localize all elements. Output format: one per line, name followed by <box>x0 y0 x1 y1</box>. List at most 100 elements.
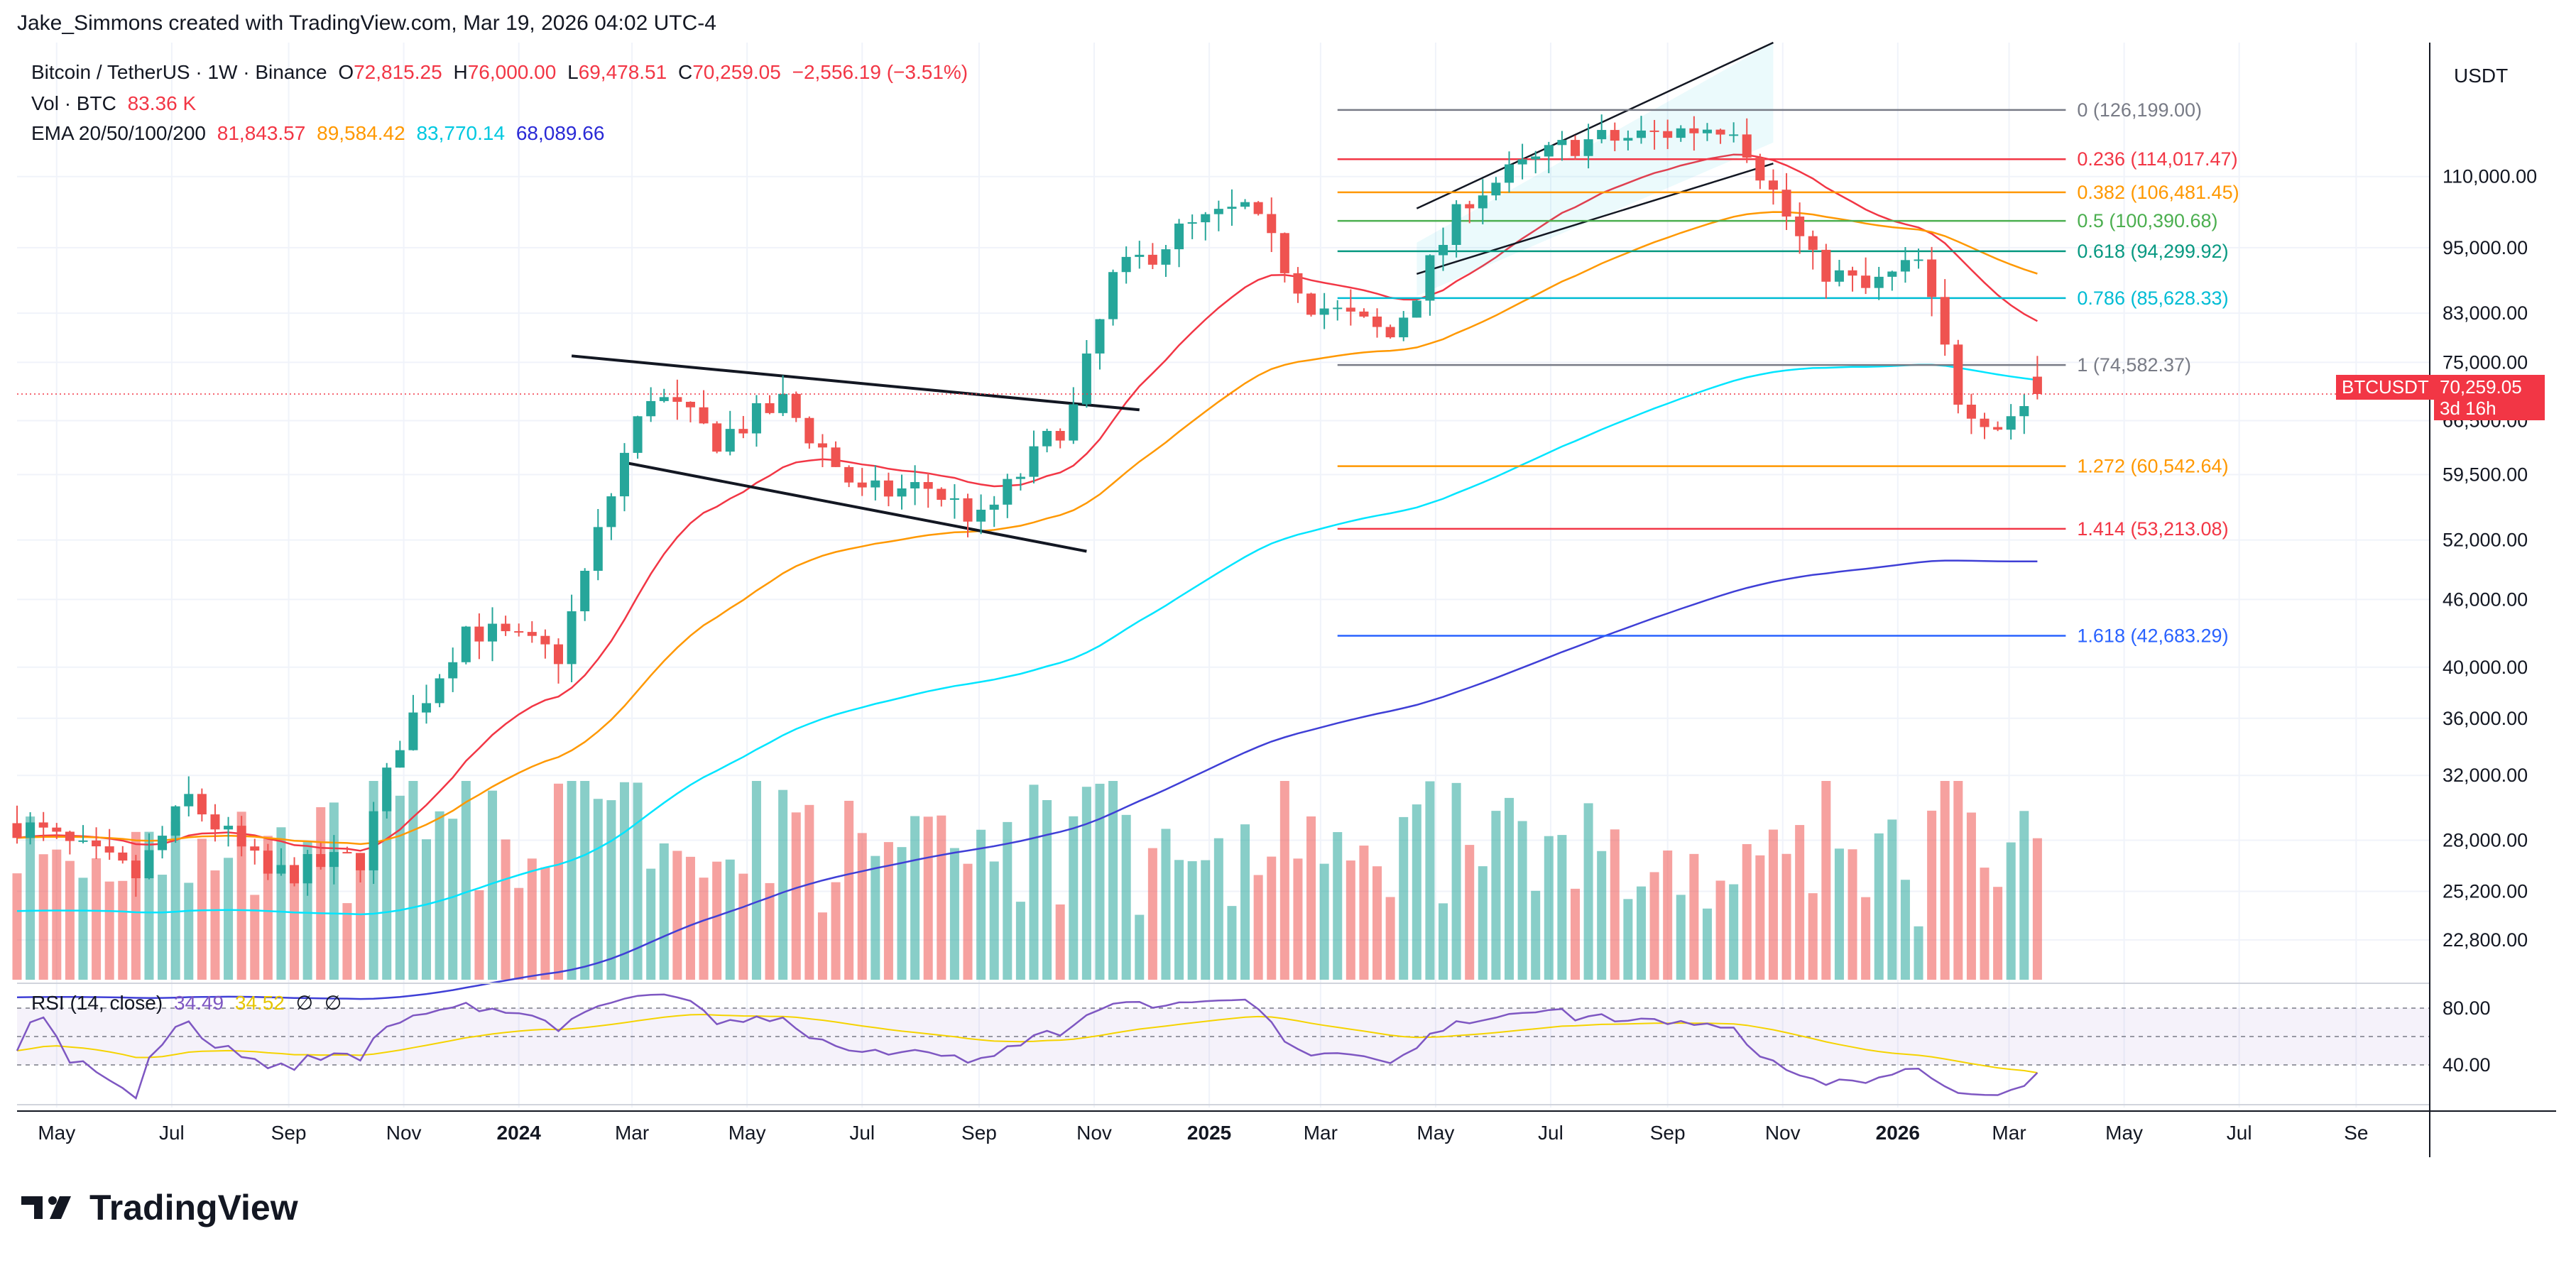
volume-legend[interactable]: Vol · BTC 83.36 K <box>31 92 202 115</box>
candle-body <box>2032 376 2042 394</box>
candle-body <box>897 488 907 497</box>
volume-label: Vol · BTC <box>31 92 116 114</box>
candle-body <box>844 466 854 483</box>
tradingview-logo[interactable]: TradingView <box>21 1187 298 1228</box>
candle-body <box>369 811 378 870</box>
volume-bar <box>1372 866 1382 980</box>
volume-bar <box>1095 783 1105 980</box>
ema20-line <box>16 153 2038 852</box>
candle-body <box>976 509 986 522</box>
price-tick-label: 75,000.00 <box>2443 351 2528 373</box>
candle-body <box>1279 233 1289 273</box>
candle-body <box>1055 431 1065 441</box>
price-tick-label: 46,000.00 <box>2443 589 2528 610</box>
candle-body <box>382 767 392 811</box>
candle-body <box>1293 273 1303 294</box>
trendline <box>624 461 1087 553</box>
volume-bar <box>1900 880 1910 980</box>
ema100-value: 83,770.14 <box>416 122 506 144</box>
price-tick-label: 36,000.00 <box>2443 708 2528 729</box>
rsi-legend[interactable]: RSI (14, close) 34.49 34.52 ∅ ∅ <box>31 991 347 1015</box>
volume-bar <box>751 781 761 980</box>
volume-bar <box>910 816 920 980</box>
symbol-name[interactable]: Bitcoin / TetherUS · 1W · Binance <box>31 61 327 83</box>
candle-body <box>1253 202 1263 214</box>
volume-bar <box>1755 855 1765 980</box>
candle-body <box>1465 204 1475 209</box>
tradingview-icon <box>21 1196 71 1219</box>
volume-bar <box>1874 833 1884 980</box>
candle-body <box>461 626 471 662</box>
volume-bar <box>1980 868 1990 980</box>
candle-body <box>422 703 432 713</box>
volume-bar <box>290 877 300 980</box>
bar-countdown: 3d 16h <box>2440 398 2496 419</box>
candle-body <box>593 527 603 571</box>
candle-body <box>1742 134 1752 158</box>
candle-body <box>408 712 418 750</box>
ema-legend[interactable]: EMA 20/50/100/200 81,843.57 89,584.42 83… <box>31 122 610 145</box>
volume-bar <box>1121 814 1131 980</box>
price-axis: USDT 110,000.00 95,000.00 83,000.00 75,000.0… <box>2429 43 2537 1157</box>
candle-body <box>646 400 656 417</box>
volume-bar <box>514 887 524 980</box>
price-tick-label: 40,000.00 <box>2443 657 2528 678</box>
ema-label: EMA 20/50/100/200 <box>31 122 206 144</box>
candle-body <box>949 498 959 501</box>
price-tick-label: 83,000.00 <box>2443 302 2528 324</box>
volume-bar <box>184 882 194 980</box>
volume-bar <box>158 875 168 980</box>
volume-bar <box>976 829 986 980</box>
rsi-na-2: ∅ <box>324 992 342 1014</box>
price-tick-label: 95,000.00 <box>2443 237 2528 258</box>
candle-body <box>1267 214 1277 234</box>
candle-body <box>1517 159 1527 165</box>
candle-body <box>104 846 114 853</box>
volume-bar <box>422 839 432 980</box>
volume-bar <box>1174 860 1184 980</box>
candle-body <box>1676 128 1686 138</box>
volume-bar <box>316 807 326 980</box>
volume-bar <box>699 877 709 980</box>
volume-bar <box>1069 816 1079 980</box>
candle-body <box>910 482 920 488</box>
volume-bar <box>963 863 973 980</box>
candle-body <box>1715 129 1725 135</box>
time-tick-label: May <box>2105 1122 2143 1144</box>
time-tick-label: Mar <box>1992 1122 2026 1144</box>
rsi-label: RSI (14, close) <box>31 992 163 1014</box>
candle-body <box>1900 260 1910 272</box>
volume-bar <box>804 804 814 980</box>
candle-body <box>38 822 48 828</box>
time-tick-label: Mar <box>1304 1122 1338 1144</box>
candle-body <box>1636 130 1646 138</box>
candle-body <box>883 480 893 497</box>
volume-bar <box>791 812 801 980</box>
candle-body <box>1821 249 1831 282</box>
time-tick-label: Jul <box>1538 1122 1563 1144</box>
candle-body <box>144 850 154 879</box>
volume-bar <box>2032 838 2042 980</box>
trendline <box>1416 163 1774 275</box>
volume-series <box>12 781 2042 980</box>
rsi-tick-label: 80.00 <box>2443 997 2491 1019</box>
volume-bar <box>646 868 656 980</box>
candle-body <box>1042 431 1052 447</box>
candle-body <box>712 423 722 452</box>
volume-value: 83.36 K <box>127 92 197 114</box>
volume-bar <box>356 865 366 980</box>
fib-retracement: 0 (126,199.00) 0.236 (114,017.47) 0.382 (1… <box>1337 99 2239 646</box>
candle-body <box>131 860 141 879</box>
candle-body <box>1121 256 1131 273</box>
candle-body <box>751 403 761 434</box>
volume-bar <box>844 800 854 980</box>
candle-body <box>778 393 788 413</box>
candle-body <box>158 836 168 851</box>
fib-level-label: 1.272 (60,542.64) <box>2077 456 2228 477</box>
candle-body <box>1161 249 1171 265</box>
candle-body <box>1399 317 1409 338</box>
candle-body <box>118 852 128 861</box>
volume-bar <box>923 816 933 980</box>
